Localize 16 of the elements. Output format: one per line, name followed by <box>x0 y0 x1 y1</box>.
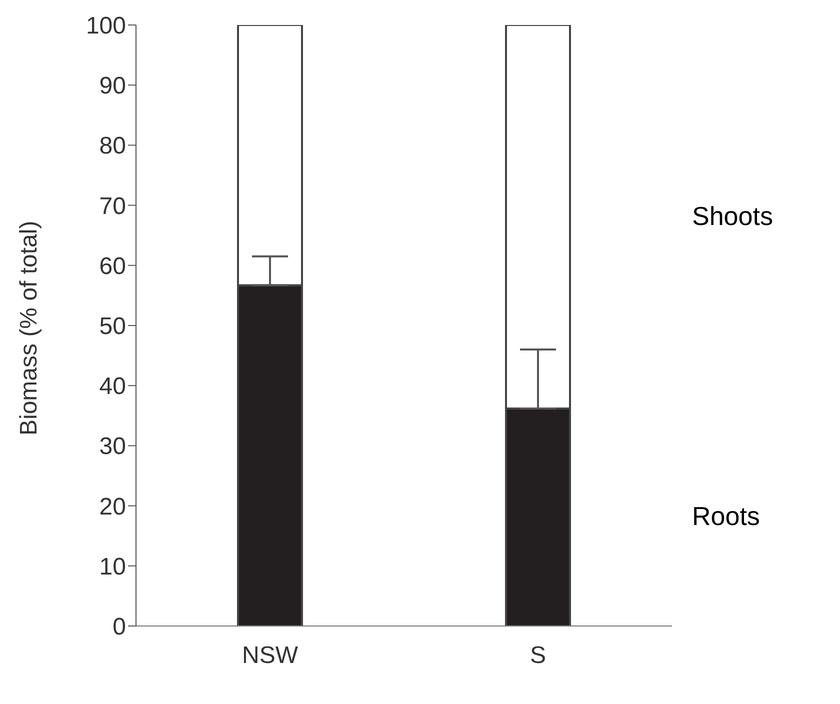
y-tick-label: 10 <box>99 553 126 580</box>
y-tick-label: 0 <box>112 614 126 641</box>
y-tick-label: 90 <box>99 72 126 100</box>
y-tick-label: 80 <box>99 132 126 160</box>
y-axis-title: Biomass (% of total) <box>16 220 43 436</box>
y-tick-label: 30 <box>99 433 126 460</box>
y-tick-label: 40 <box>99 373 126 400</box>
x-tick-label: NSW <box>242 642 298 670</box>
y-tick-label: 100 <box>86 12 126 40</box>
y-tick-label: 20 <box>99 493 126 520</box>
y-tick-label: 70 <box>99 192 126 220</box>
x-tick-label: S <box>530 642 546 670</box>
y-tick-label: 60 <box>99 252 126 280</box>
text: Shoots <box>692 200 773 232</box>
y-tick-label: 50 <box>99 313 126 340</box>
text: Roots <box>692 501 760 532</box>
